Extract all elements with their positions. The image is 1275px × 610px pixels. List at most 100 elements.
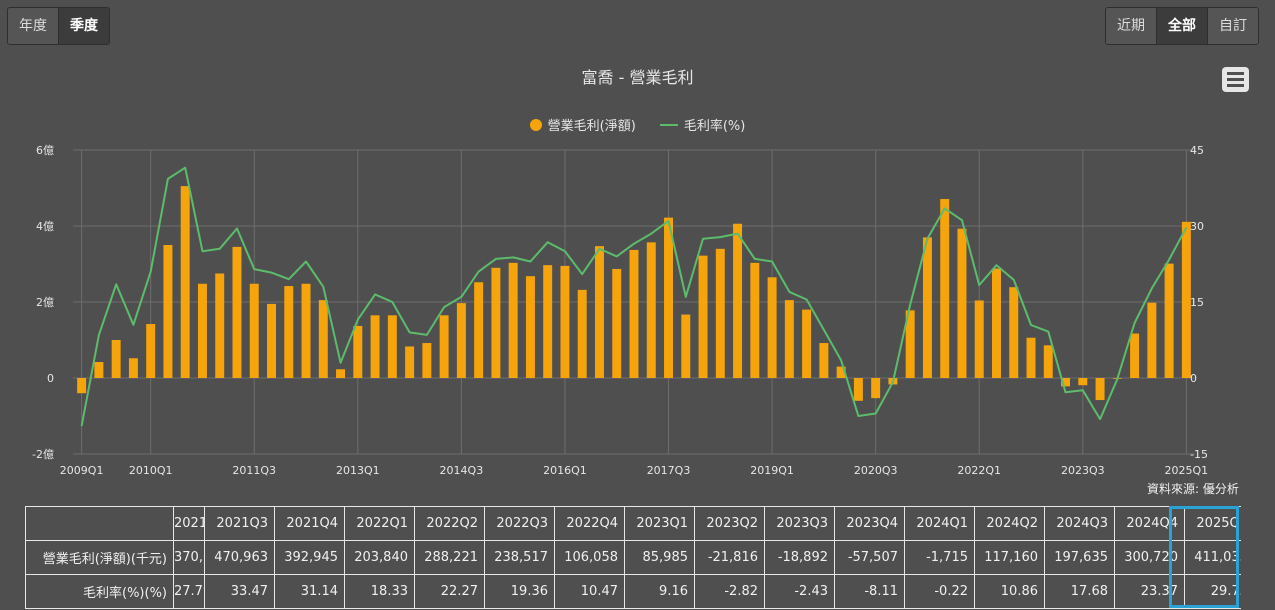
bar-series bbox=[77, 186, 1191, 401]
table-cell: 117,160 bbox=[974, 540, 1045, 575]
legend-label-margin: 毛利率(%) bbox=[683, 119, 746, 134]
bar bbox=[128, 358, 138, 378]
bar bbox=[560, 265, 570, 378]
bar bbox=[802, 309, 812, 378]
table-column-header: 2023Q1 bbox=[624, 506, 695, 541]
table-cell: 10.86 bbox=[974, 574, 1045, 609]
custom-button[interactable]: 自訂 bbox=[1208, 8, 1258, 44]
bar bbox=[215, 273, 225, 378]
x-tick-label: 2025Q1 bbox=[1165, 464, 1209, 477]
table-column-header: 2024Q4 bbox=[1114, 506, 1185, 541]
table-cell: 27.79 bbox=[173, 574, 205, 609]
bar bbox=[664, 217, 674, 378]
line-series bbox=[80, 166, 1188, 427]
x-tick-label: 2010Q1 bbox=[129, 464, 173, 477]
table-cell: 19.36 bbox=[484, 574, 555, 609]
table-column-header: 2023Q2 bbox=[694, 506, 765, 541]
hamburger-menu-icon[interactable] bbox=[1222, 67, 1249, 92]
bar bbox=[180, 186, 190, 378]
bar bbox=[646, 242, 656, 378]
table-cell: 370,614 bbox=[173, 540, 205, 575]
table-cell: -8.11 bbox=[834, 574, 905, 609]
y-right-tick-label: 45 bbox=[1190, 144, 1204, 157]
annual-button[interactable]: 年度 bbox=[8, 8, 59, 44]
table-row-label: 營業毛利(淨額)(千元) bbox=[25, 540, 174, 575]
table-cell: 31.14 bbox=[274, 574, 345, 609]
y-left-tick-label: -2億 bbox=[32, 448, 54, 461]
bar bbox=[1130, 333, 1140, 378]
table-header-corner bbox=[25, 506, 174, 541]
range-toggle-group: 近期 全部 自訂 bbox=[1105, 7, 1259, 45]
bar bbox=[525, 276, 535, 378]
table-column-header: 2021Q3 bbox=[204, 506, 275, 541]
margin-line bbox=[80, 166, 1188, 427]
table-cell: 238,517 bbox=[484, 540, 555, 575]
bar bbox=[629, 249, 639, 378]
bar bbox=[197, 283, 207, 378]
x-tick-label: 2011Q3 bbox=[232, 464, 276, 477]
bar bbox=[784, 300, 794, 378]
table-row-label: 毛利率(%)(%) bbox=[25, 574, 174, 609]
bar bbox=[698, 255, 708, 378]
bar bbox=[957, 228, 967, 378]
recent-button[interactable]: 近期 bbox=[1106, 8, 1157, 44]
bar bbox=[1009, 287, 1019, 378]
bar bbox=[543, 265, 553, 378]
table-cell: -18,892 bbox=[764, 540, 835, 575]
table-cell: 197,635 bbox=[1044, 540, 1115, 575]
y-right-tick-label: 30 bbox=[1190, 220, 1204, 233]
bar bbox=[232, 246, 242, 378]
bar bbox=[267, 303, 276, 378]
all-button[interactable]: 全部 bbox=[1157, 8, 1208, 44]
table-column-header: 2024Q1 bbox=[904, 506, 975, 541]
bar bbox=[111, 340, 121, 378]
y-right-tick-label: -15 bbox=[1190, 448, 1208, 461]
table-cell: 392,945 bbox=[274, 540, 345, 575]
legend-bar-marker bbox=[529, 118, 542, 131]
table-column-header: 2021Q4 bbox=[274, 506, 345, 541]
bar bbox=[456, 303, 466, 378]
table-row: 營業毛利(淨額)(千元)370,614470,963392,945203,840… bbox=[25, 540, 1241, 575]
x-tick-label: 2020Q3 bbox=[854, 464, 898, 477]
bar bbox=[1078, 378, 1088, 386]
bar bbox=[922, 237, 932, 378]
data-table: 2021Q22021Q32021Q42022Q12022Q22022Q32022… bbox=[25, 506, 1241, 609]
bar bbox=[301, 283, 311, 378]
bar bbox=[1095, 378, 1105, 401]
bar bbox=[1147, 302, 1157, 378]
table-cell: 18.33 bbox=[344, 574, 415, 609]
data-table-container[interactable]: 2021Q22021Q32021Q42022Q12022Q22022Q32022… bbox=[25, 506, 1241, 610]
bar bbox=[163, 245, 173, 378]
table-cell: -2.82 bbox=[694, 574, 765, 609]
bar bbox=[940, 199, 950, 378]
table-column-header: 2022Q4 bbox=[554, 506, 625, 541]
bar bbox=[715, 248, 725, 378]
bar bbox=[94, 362, 104, 378]
table-cell: 470,963 bbox=[204, 540, 275, 575]
bar bbox=[336, 369, 346, 378]
bar bbox=[612, 268, 622, 378]
table-column-header: 2021Q2 bbox=[173, 506, 205, 541]
table-cell: 33.47 bbox=[204, 574, 275, 609]
legend-item-gross-profit[interactable]: 營業毛利(淨額) bbox=[529, 115, 636, 134]
bar bbox=[992, 268, 1001, 378]
table-cell: 85,985 bbox=[624, 540, 695, 575]
table-column-header: 2022Q2 bbox=[414, 506, 485, 541]
legend-item-margin[interactable]: 毛利率(%) bbox=[659, 115, 746, 134]
bar bbox=[733, 223, 743, 378]
y-left-tick-label: 6億 bbox=[36, 144, 54, 157]
bar bbox=[77, 378, 87, 394]
x-tick-label: 2016Q1 bbox=[543, 464, 587, 477]
table-cell: 10.47 bbox=[554, 574, 625, 609]
table-cell: 203,840 bbox=[344, 540, 415, 575]
bar bbox=[819, 343, 829, 378]
legend-label-gross-profit: 營業毛利(淨額) bbox=[547, 119, 636, 134]
x-tick-label: 2019Q1 bbox=[750, 464, 794, 477]
quarterly-button[interactable]: 季度 bbox=[59, 8, 109, 44]
x-tick-label: 2013Q1 bbox=[336, 464, 380, 477]
bar bbox=[387, 315, 397, 378]
bar bbox=[146, 324, 156, 378]
y-right-tick-label: 0 bbox=[1190, 372, 1197, 385]
bar bbox=[474, 282, 484, 378]
table-row: 毛利率(%)(%)27.7933.4731.1418.3322.2719.361… bbox=[25, 574, 1241, 609]
